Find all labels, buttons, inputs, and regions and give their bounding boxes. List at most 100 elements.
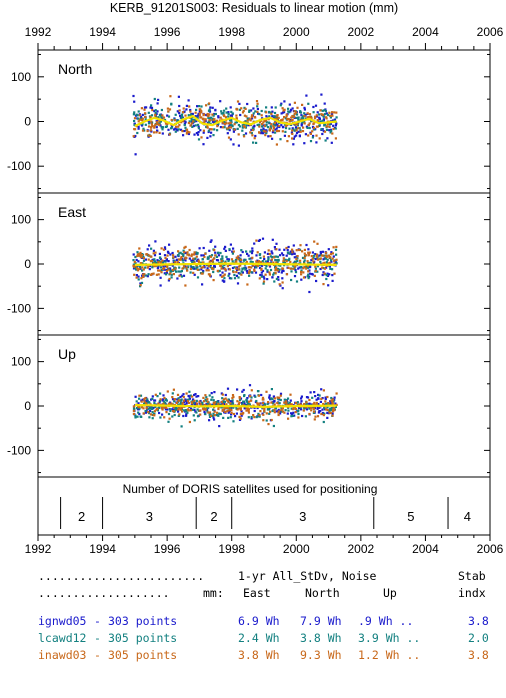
residual-point xyxy=(249,260,252,263)
y-tick-label: 100 xyxy=(11,70,31,84)
residual-point xyxy=(281,410,285,413)
residual-point xyxy=(229,121,232,124)
residual-point xyxy=(301,117,305,120)
residual-point xyxy=(206,398,209,401)
residual-point xyxy=(208,412,211,415)
residual-point xyxy=(239,257,242,260)
residual-point xyxy=(329,411,332,415)
residual-point xyxy=(250,266,253,269)
residual-point xyxy=(216,119,219,122)
residual-point xyxy=(274,131,277,134)
residual-point xyxy=(261,404,264,407)
residual-point xyxy=(326,406,329,409)
residual-point xyxy=(213,418,216,421)
residual-point xyxy=(144,118,147,121)
residual-point xyxy=(196,252,199,255)
residual-point xyxy=(214,401,217,404)
top-tick-label: 1998 xyxy=(218,25,245,39)
residual-point xyxy=(334,248,338,251)
residual-point xyxy=(239,408,242,411)
residual-point xyxy=(148,254,151,257)
residual-point xyxy=(265,131,268,135)
residual-point xyxy=(326,125,329,128)
point-count: 305 points xyxy=(108,631,178,645)
y-tick-label: 100 xyxy=(11,213,31,227)
residual-point xyxy=(235,274,238,277)
residual-point xyxy=(315,253,319,256)
residual-point xyxy=(295,280,299,283)
residual-point xyxy=(260,393,263,397)
residual-point xyxy=(220,261,223,264)
residual-point xyxy=(180,401,183,404)
residual-point xyxy=(274,268,277,271)
residual-point xyxy=(329,409,332,412)
residual-point xyxy=(330,399,333,402)
residual-point xyxy=(195,108,198,111)
residual-point xyxy=(136,415,139,418)
residual-point xyxy=(320,128,323,131)
y-tick-label: -100 xyxy=(7,159,31,173)
residual-point xyxy=(195,411,198,414)
residual-point xyxy=(200,254,203,257)
residual-point xyxy=(171,264,174,267)
residual-point xyxy=(183,246,186,249)
residual-point xyxy=(276,114,279,117)
residual-point xyxy=(331,268,334,271)
residual-point xyxy=(174,127,177,130)
residual-point xyxy=(158,113,161,116)
residual-point xyxy=(242,388,245,392)
residual-point xyxy=(158,120,161,123)
residual-point xyxy=(283,398,286,401)
residual-point xyxy=(273,246,276,249)
residual-point xyxy=(188,254,191,257)
residual-point xyxy=(258,264,261,267)
top-tick-label: 2004 xyxy=(412,25,439,39)
residual-point xyxy=(304,113,307,116)
residual-point xyxy=(334,127,337,130)
residual-point xyxy=(202,129,205,132)
residual-point xyxy=(293,275,297,278)
residual-point xyxy=(161,261,164,264)
residual-point xyxy=(271,137,274,140)
residual-point xyxy=(258,131,261,134)
residual-point xyxy=(185,400,188,403)
residual-point xyxy=(280,112,283,115)
residual-point xyxy=(325,112,328,115)
residual-point xyxy=(329,114,332,117)
residual-point xyxy=(288,103,291,106)
residual-point xyxy=(301,121,304,124)
residual-point xyxy=(253,269,256,272)
residual-point xyxy=(134,262,137,265)
residual-point xyxy=(312,134,315,138)
residual-point xyxy=(193,403,196,406)
residual-point xyxy=(263,277,266,280)
residual-point xyxy=(194,115,197,118)
smoothed-trend-line xyxy=(134,262,337,266)
residual-point xyxy=(143,273,146,276)
residual-point xyxy=(171,408,174,411)
residual-point xyxy=(181,394,184,397)
residual-point xyxy=(160,271,163,274)
residual-point xyxy=(314,253,317,256)
residual-point xyxy=(246,119,249,122)
residual-point xyxy=(199,129,202,132)
residual-point xyxy=(163,267,166,270)
solution-name: lcawd12 xyxy=(38,631,87,645)
residual-point xyxy=(158,406,161,409)
residual-point xyxy=(327,284,330,287)
residual-point xyxy=(165,125,168,128)
residual-point xyxy=(273,397,277,400)
residual-point xyxy=(200,266,203,269)
residual-point xyxy=(197,261,201,264)
residual-point xyxy=(189,264,192,267)
residual-point xyxy=(240,258,243,261)
residual-point xyxy=(160,108,163,112)
residual-point xyxy=(306,112,309,115)
residual-point xyxy=(321,109,324,112)
residual-point xyxy=(222,408,225,411)
residual-point xyxy=(262,419,265,422)
residual-point xyxy=(166,390,169,393)
residual-point xyxy=(291,414,295,417)
residual-point xyxy=(150,106,154,109)
residual-point xyxy=(153,410,156,413)
